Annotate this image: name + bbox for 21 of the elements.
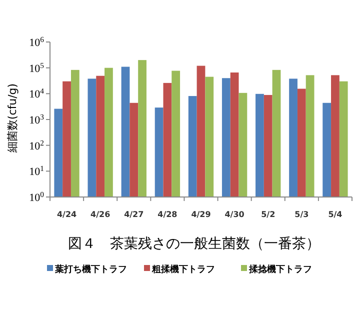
legend-label: 粗揉機下トラフ	[151, 264, 215, 274]
x-tick-label: 5/2	[261, 210, 276, 219]
legend-label: 揉捻機下トラフ	[248, 264, 312, 274]
legend-label: 葉打ち機下トラフ	[54, 264, 127, 274]
y-tick-label: 10$^{3}$	[29, 112, 44, 126]
x-tick-label: 4/24	[56, 210, 78, 219]
x-tick-label: 4/28	[158, 210, 178, 219]
y-tick-label: 10$^{0}$	[29, 190, 44, 204]
x-tick-label: 4/26	[90, 210, 111, 219]
x-tick-label: 4/27	[124, 210, 144, 219]
text: 図４ 茶葉残さの一般生菌数（一番茶）	[68, 236, 320, 252]
x-tick-label: 5/3	[294, 210, 309, 219]
x-tick-label: 4/29	[191, 210, 212, 219]
y-axis-title: 細菌数(cfu/g)	[6, 83, 19, 154]
y-tick-label: 10$^{2}$	[29, 138, 44, 152]
x-tick-label: 5/4	[328, 210, 343, 219]
y-tick-label: 10$^{1}$	[29, 164, 44, 178]
y-tick-label: 10$^{4}$	[29, 86, 44, 101]
y-tick-label: 10$^{5}$	[29, 60, 44, 75]
y-tick-label: 10$^{6}$	[29, 34, 44, 49]
x-tick-label: 4/30	[224, 210, 245, 219]
